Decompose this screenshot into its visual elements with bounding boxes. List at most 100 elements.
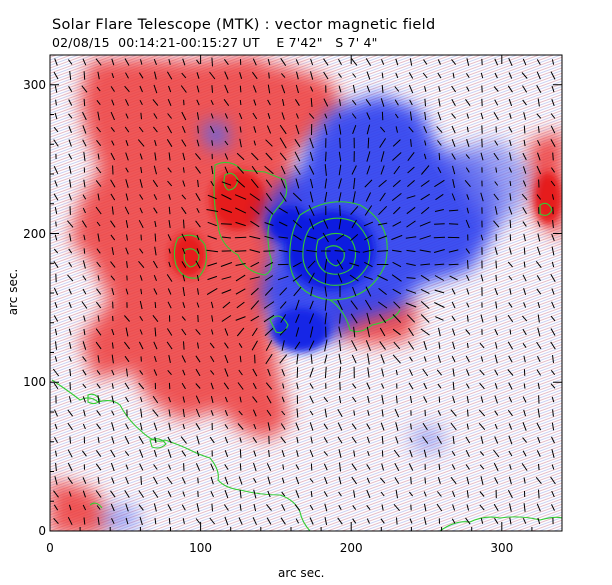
x-tick-labels: 0 100 200 300 <box>46 541 513 555</box>
field-vector <box>81 301 88 309</box>
field-vector <box>53 261 59 268</box>
field-vector <box>366 112 371 120</box>
field-vector <box>394 99 399 106</box>
field-vector <box>181 355 186 363</box>
field-vector <box>96 139 102 147</box>
field-vector <box>522 422 527 431</box>
field-vector <box>268 72 270 79</box>
field-vector <box>309 422 314 431</box>
field-vector <box>406 263 416 266</box>
field-vector <box>353 490 356 498</box>
field-vector <box>465 464 470 470</box>
field-vector <box>550 71 556 80</box>
field-vector <box>350 206 359 215</box>
y-tick-label: 0 <box>38 524 46 538</box>
field-vector <box>95 166 102 174</box>
field-vector <box>252 409 257 417</box>
field-vector <box>69 179 72 188</box>
field-vector <box>82 356 87 362</box>
position-south: S 7' 4" <box>335 35 378 50</box>
field-vector <box>394 113 399 119</box>
field-vector <box>182 396 185 403</box>
field-vector <box>54 436 58 444</box>
field-vector <box>396 517 398 525</box>
field-vector <box>55 462 57 472</box>
field-vector <box>338 58 342 66</box>
field-vector <box>140 288 143 295</box>
field-vector <box>54 234 58 241</box>
field-vector <box>310 490 313 498</box>
field-vector <box>166 71 173 80</box>
field-vector <box>351 436 357 444</box>
field-vector <box>252 437 258 443</box>
field-vector <box>451 464 456 470</box>
field-vector <box>237 382 244 390</box>
field-vector <box>523 139 526 147</box>
field-vector <box>451 355 456 363</box>
field-vector <box>154 152 157 161</box>
field-vector <box>437 410 442 416</box>
field-vector <box>234 194 247 200</box>
field-vector <box>295 124 300 135</box>
field-vector <box>124 435 130 445</box>
field-vector <box>264 206 274 215</box>
field-vector <box>153 84 158 94</box>
field-vector <box>438 152 441 161</box>
field-vector <box>551 194 555 200</box>
field-vector <box>367 410 370 416</box>
field-vector <box>238 112 243 120</box>
field-vector <box>110 503 115 512</box>
field-vector <box>350 300 358 310</box>
field-vector <box>138 341 144 350</box>
field-vector <box>507 409 513 417</box>
field-vector <box>110 152 116 161</box>
field-vector <box>153 59 157 65</box>
field-vector <box>265 382 273 390</box>
field-vector <box>82 341 87 350</box>
field-vector <box>551 59 555 65</box>
field-vector <box>536 165 542 175</box>
field-vector <box>152 490 159 498</box>
field-vector <box>536 59 541 65</box>
field-vector <box>125 288 129 295</box>
field-vector <box>196 450 200 457</box>
field-vector <box>296 382 299 390</box>
field-vector <box>508 167 512 173</box>
field-vector <box>394 408 400 418</box>
field-vector <box>466 207 469 214</box>
field-vector <box>166 341 173 350</box>
x-tick-label: 100 <box>189 541 212 555</box>
field-vector <box>221 181 232 186</box>
field-vector <box>452 341 456 350</box>
field-vector <box>405 236 417 239</box>
field-vector <box>537 126 540 133</box>
field-vector <box>95 328 102 336</box>
field-vector <box>111 518 115 524</box>
field-vector <box>367 450 370 457</box>
field-vector <box>126 234 128 241</box>
field-vector <box>265 179 273 188</box>
field-vector <box>405 302 417 308</box>
field-vector <box>493 449 500 458</box>
field-vector <box>67 409 73 417</box>
field-vector <box>395 395 398 404</box>
field-vector <box>110 86 115 92</box>
field-vector <box>153 503 157 512</box>
field-vector <box>507 369 514 376</box>
field-vector <box>196 139 200 147</box>
field-vector <box>54 328 58 336</box>
field-vector <box>154 517 157 525</box>
field-vector <box>392 221 402 227</box>
field-vector <box>82 207 86 214</box>
field-vector <box>253 126 257 133</box>
field-vector <box>465 517 471 525</box>
field-vector <box>408 382 414 390</box>
field-vector <box>508 396 513 403</box>
field-vector <box>522 518 527 524</box>
field-vector <box>522 274 527 282</box>
field-vector <box>551 246 555 256</box>
field-vector <box>138 490 145 498</box>
field-vector <box>494 181 499 186</box>
field-vector <box>210 113 214 119</box>
field-vector <box>467 260 469 269</box>
